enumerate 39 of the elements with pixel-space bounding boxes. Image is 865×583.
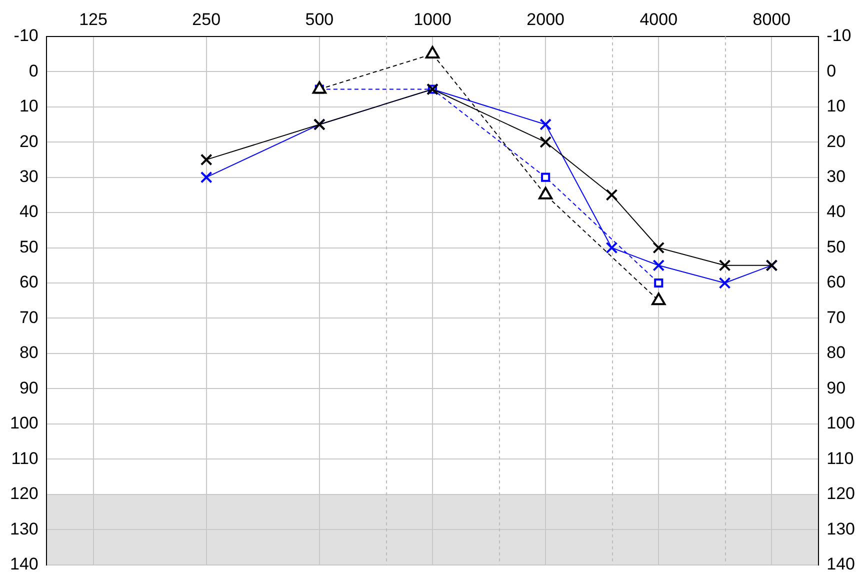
- y2-tick-label: 80: [826, 343, 846, 362]
- y-tick-label: 120: [10, 484, 38, 504]
- y2-tick-label: 140: [826, 554, 856, 574]
- y2-tick-label: 120: [826, 484, 856, 504]
- y-tick-label: 90: [19, 378, 38, 398]
- y-tick-label: -10: [14, 26, 38, 46]
- y2-tick-label: 110: [826, 448, 854, 468]
- x-tick-label: 4000: [640, 10, 678, 29]
- x-tick-label: 250: [192, 10, 221, 29]
- y-tick-label: 30: [19, 166, 38, 186]
- y-tick-label: 40: [19, 202, 38, 222]
- x-tick-label: 1000: [414, 10, 452, 29]
- y-tick-label: 10: [19, 96, 38, 116]
- y2-tick-label: 30: [826, 166, 846, 186]
- y2-tick-label: 10: [826, 96, 846, 116]
- y-tick-label: 60: [19, 272, 38, 292]
- y2-tick-label: 40: [826, 202, 846, 222]
- y2-tick-label: 100: [826, 414, 856, 433]
- y2-tick-label: 90: [826, 378, 846, 398]
- y-tick-label: 100: [10, 414, 38, 433]
- y-tick-label: 80: [19, 343, 38, 362]
- y2-tick-label: -10: [826, 26, 852, 46]
- y2-tick-label: 20: [826, 132, 846, 151]
- y-tick-label: 0: [28, 61, 38, 80]
- y2-tick-label: 50: [826, 237, 846, 256]
- y-tick-label: 130: [10, 519, 38, 538]
- y-tick-label: 110: [11, 448, 38, 468]
- y-tick-label: 50: [19, 237, 38, 256]
- x-tick-label: 2000: [526, 10, 564, 29]
- y-tick-label: 70: [19, 308, 38, 327]
- x-tick-label: 125: [79, 10, 108, 29]
- x-tick-label: 8000: [752, 10, 791, 29]
- y-tick-label: 20: [19, 132, 38, 151]
- y2-tick-label: 130: [826, 519, 856, 538]
- y2-tick-label: 60: [826, 272, 846, 292]
- y2-tick-label: 0: [826, 61, 836, 80]
- y-tick-label: 140: [10, 554, 38, 574]
- y2-tick-label: 70: [826, 308, 846, 327]
- x-tick-label: 500: [305, 10, 334, 29]
